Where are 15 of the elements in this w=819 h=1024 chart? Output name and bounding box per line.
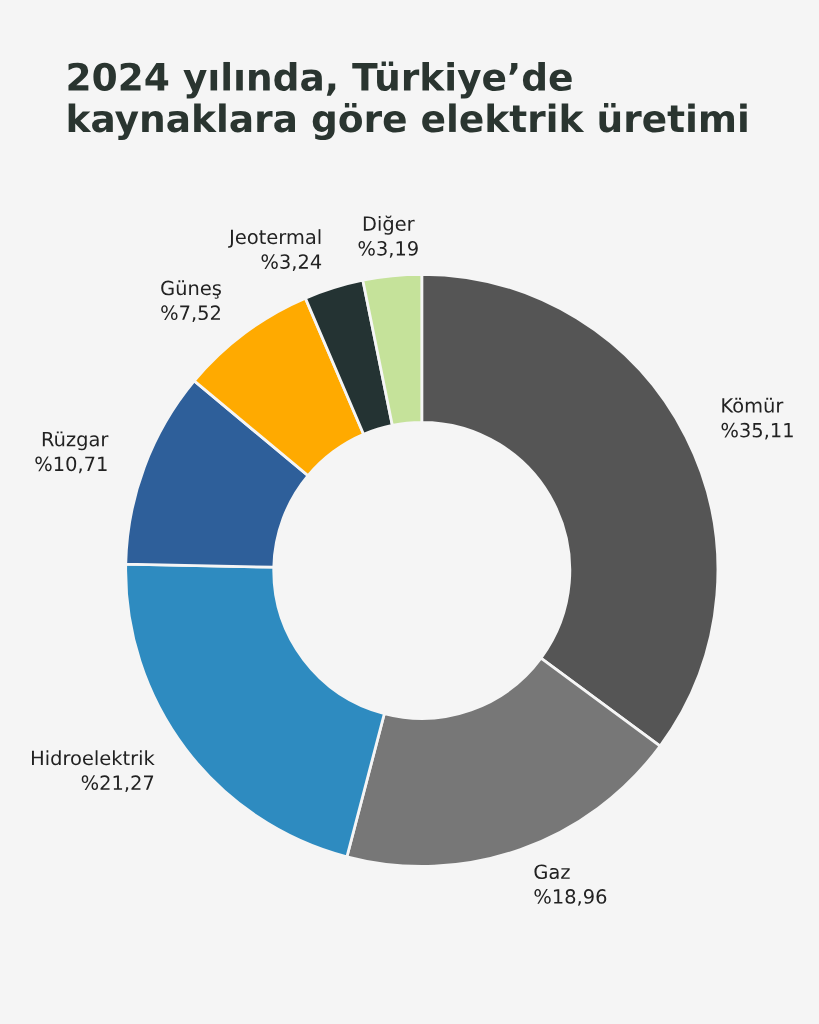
data-label: %3,24 bbox=[261, 254, 322, 271]
slice-label: Kömür bbox=[722, 397, 784, 413]
data-label: %3,19 bbox=[358, 241, 418, 258]
slice-label: Gaz bbox=[534, 864, 570, 880]
data-label: %18,96 bbox=[534, 889, 607, 906]
slice-label: Hidroelektrik bbox=[32, 750, 155, 766]
chart-title: 2024 yılında, Türkiye’de kaynaklara göre elektrik üretimi bbox=[68, 61, 747, 141]
data-label: %21,27 bbox=[81, 775, 154, 793]
data-label: %35,11 bbox=[721, 422, 793, 440]
slice-label: Güneş bbox=[161, 280, 221, 299]
slice-label: Diğer bbox=[363, 215, 415, 235]
slice-label: Rüzgar bbox=[42, 431, 109, 451]
slice-label: Jeotermal bbox=[228, 229, 321, 248]
data-label: %7,52 bbox=[161, 305, 220, 323]
data-label: %10,71 bbox=[35, 456, 107, 474]
